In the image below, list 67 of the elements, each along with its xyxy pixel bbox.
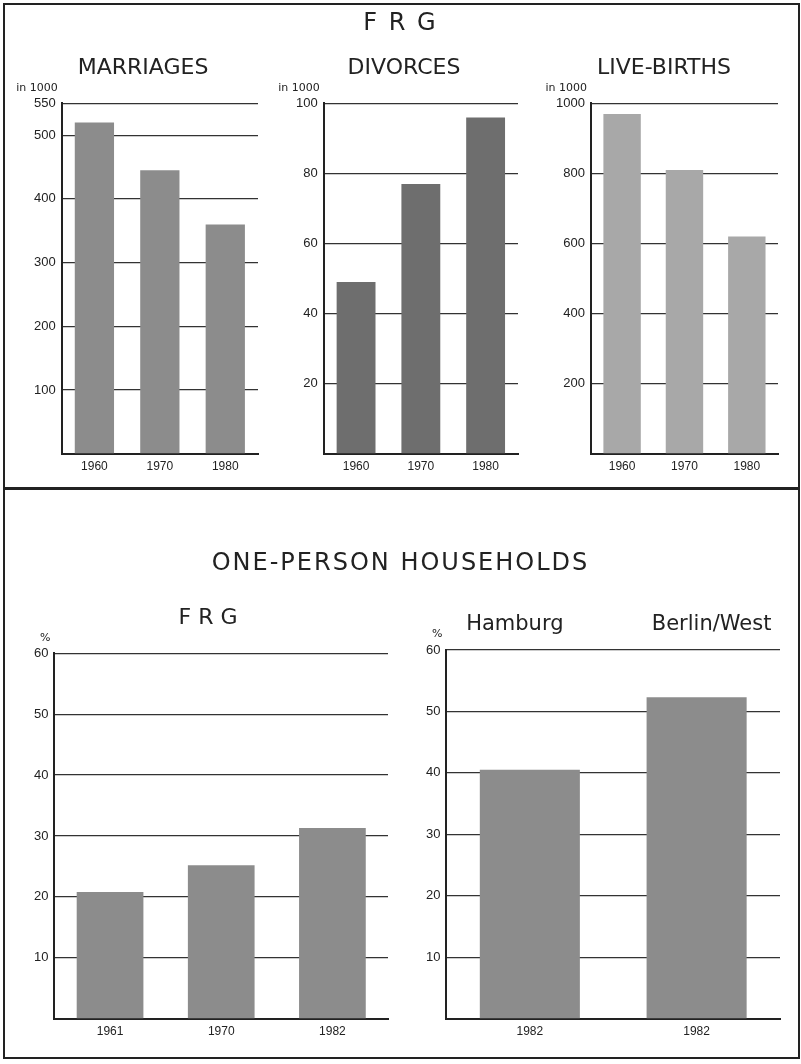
y-axis-title: % (40, 630, 51, 644)
x-tick-label: 1970 (146, 459, 174, 474)
y-tick-label: 400 (563, 305, 585, 321)
y-tick-label: 400 (33, 190, 56, 206)
y-tick-label: 300 (33, 254, 56, 270)
y-tick-label: 60 (33, 644, 49, 660)
x-tick-label: 1980 (733, 459, 761, 474)
x-tick-label: 1960 (81, 459, 109, 474)
chart-title: LIVE-BIRTHS (596, 53, 732, 79)
y-tick-label: 40 (425, 764, 441, 780)
y-tick-label: 50 (425, 703, 441, 719)
y-tick-label: 500 (33, 126, 56, 142)
y-tick-label: 100 (33, 381, 56, 397)
text: ONE-PERSON HOUSEHOLDS (210, 548, 591, 576)
y-tick-label: 60 (303, 235, 318, 251)
y-tick-label: 200 (563, 375, 585, 391)
bar (336, 282, 376, 454)
chart-title: DIVORCES (347, 53, 461, 79)
x-tick-label: 1982 (516, 1024, 544, 1039)
text: F R G (362, 8, 439, 36)
bar (466, 117, 506, 454)
y-tick-label: 550 (33, 94, 56, 110)
y-tick-label: 30 (33, 827, 49, 843)
y-tick-label: 80 (303, 165, 318, 181)
x-tick-label: 1961 (96, 1024, 124, 1039)
bar (603, 113, 641, 454)
x-tick-label: 1960 (608, 459, 636, 474)
bar (74, 122, 115, 454)
y-tick-label: 1000 (556, 94, 585, 110)
y-tick-label: 100 (295, 94, 318, 110)
x-tick-label: 1970 (671, 459, 699, 474)
y-tick-label: 200 (33, 317, 56, 333)
y-tick-label: 10 (425, 948, 441, 964)
x-tick-label: 1970 (407, 459, 435, 474)
bar (187, 865, 255, 1019)
x-tick-label: 1970 (207, 1024, 235, 1039)
y-tick-label: 20 (303, 375, 318, 391)
x-tick-label: 1982 (683, 1024, 711, 1039)
x-tick-label: 1980 (211, 459, 239, 474)
y-tick-label: 30 (425, 825, 441, 841)
bar (140, 170, 180, 454)
y-tick-label: 600 (563, 235, 585, 251)
y-tick-label: 60 (425, 641, 441, 657)
bar (205, 224, 245, 454)
y-tick-label: 40 (303, 305, 318, 321)
x-tick-label: 1960 (342, 459, 370, 474)
y-tick-label: 10 (33, 949, 49, 965)
y-axis-title: in 1000 (278, 80, 320, 94)
y-tick-label: 50 (33, 705, 49, 721)
text: Hamburg (466, 611, 564, 636)
bar (665, 169, 704, 454)
bar (401, 183, 441, 454)
y-axis-title: % (432, 627, 443, 641)
chart-title: MARRIAGES (77, 53, 209, 79)
bar (299, 828, 366, 1019)
y-axis-title: in 1000 (545, 80, 587, 94)
y-axis-title: in 1000 (16, 80, 58, 94)
y-tick-label: 800 (563, 165, 585, 181)
x-tick-label: 1980 (472, 459, 500, 474)
y-tick-label: 40 (33, 766, 49, 782)
y-tick-label: 20 (425, 887, 441, 903)
chart-title: F R G (178, 603, 238, 629)
x-tick-label: 1982 (319, 1024, 347, 1039)
bar (728, 236, 766, 454)
bar (76, 892, 144, 1019)
text: Berlin/West (651, 611, 772, 636)
y-tick-label: 20 (33, 888, 49, 904)
